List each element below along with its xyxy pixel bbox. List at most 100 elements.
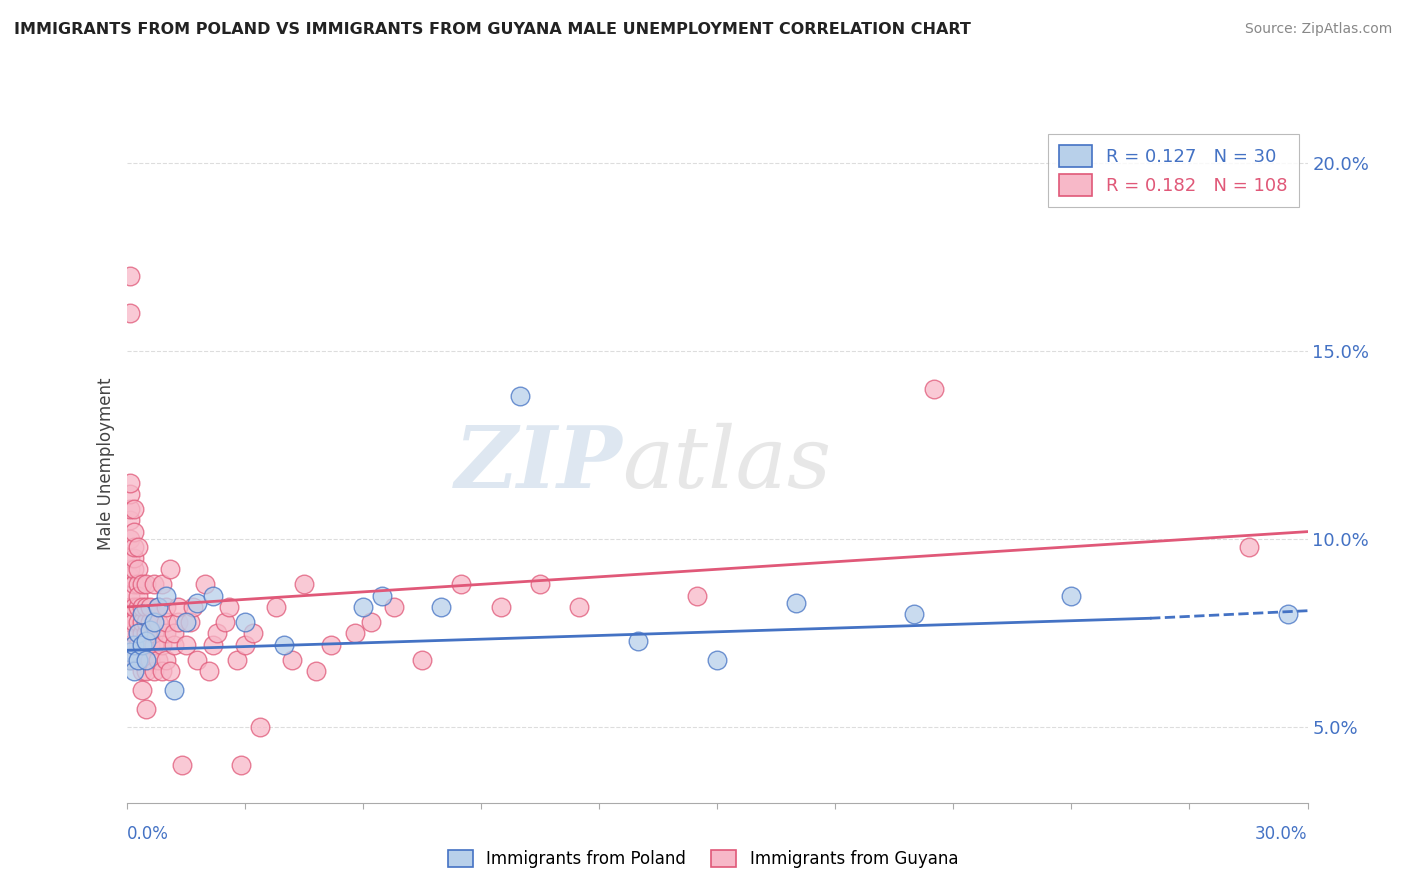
Point — [186, 653, 208, 667]
Point — [568, 599, 591, 614]
Text: ZIP: ZIP — [454, 422, 623, 506]
Point — [273, 638, 295, 652]
Point — [218, 599, 240, 614]
Point — [127, 626, 149, 640]
Point — [139, 615, 162, 629]
Point — [120, 653, 142, 667]
Point — [120, 562, 142, 576]
Point — [135, 664, 157, 678]
Point — [131, 626, 153, 640]
Point — [155, 599, 177, 614]
Point — [120, 570, 142, 584]
Point — [131, 653, 153, 667]
Point — [135, 633, 157, 648]
Point — [202, 589, 225, 603]
Point — [135, 577, 157, 591]
Point — [146, 599, 169, 614]
Point — [155, 626, 177, 640]
Point — [170, 758, 193, 772]
Point — [225, 653, 247, 667]
Point — [166, 599, 188, 614]
Legend: R = 0.127   N = 30, R = 0.182   N = 108: R = 0.127 N = 30, R = 0.182 N = 108 — [1049, 134, 1299, 207]
Point — [120, 502, 142, 516]
Point — [131, 638, 153, 652]
Point — [120, 532, 142, 546]
Point — [343, 626, 366, 640]
Point — [124, 664, 146, 678]
Point — [166, 615, 188, 629]
Point — [131, 615, 153, 629]
Point — [214, 615, 236, 629]
Point — [127, 599, 149, 614]
Point — [174, 615, 197, 629]
Point — [139, 638, 162, 652]
Point — [135, 653, 157, 667]
Text: 30.0%: 30.0% — [1256, 825, 1308, 843]
Point — [124, 502, 146, 516]
Point — [124, 540, 146, 554]
Point — [127, 615, 149, 629]
Point — [186, 596, 208, 610]
Point — [131, 577, 153, 591]
Point — [124, 626, 146, 640]
Point — [202, 638, 225, 652]
Point — [706, 653, 728, 667]
Point — [143, 615, 166, 629]
Point — [159, 664, 181, 678]
Point — [120, 475, 142, 490]
Point — [450, 577, 472, 591]
Point — [371, 589, 394, 603]
Point — [183, 599, 205, 614]
Point — [1060, 589, 1083, 603]
Point — [194, 577, 217, 591]
Point — [124, 577, 146, 591]
Point — [233, 638, 256, 652]
Legend: Immigrants from Poland, Immigrants from Guyana: Immigrants from Poland, Immigrants from … — [441, 843, 965, 875]
Point — [124, 551, 146, 566]
Point — [509, 389, 531, 403]
Point — [120, 487, 142, 501]
Point — [352, 599, 374, 614]
Point — [249, 721, 271, 735]
Point — [135, 626, 157, 640]
Point — [321, 638, 343, 652]
Point — [124, 638, 146, 652]
Point — [1277, 607, 1299, 622]
Point — [131, 664, 153, 678]
Point — [131, 599, 153, 614]
Point — [198, 664, 221, 678]
Point — [120, 551, 142, 566]
Point — [179, 615, 201, 629]
Point — [159, 562, 181, 576]
Point — [292, 577, 315, 591]
Point — [127, 653, 149, 667]
Point — [127, 540, 149, 554]
Point — [127, 577, 149, 591]
Text: 0.0%: 0.0% — [127, 825, 169, 843]
Point — [124, 653, 146, 667]
Point — [120, 306, 142, 320]
Point — [120, 589, 142, 603]
Point — [150, 664, 173, 678]
Point — [120, 599, 142, 614]
Point — [242, 626, 264, 640]
Point — [281, 653, 304, 667]
Point — [139, 626, 162, 640]
Text: IMMIGRANTS FROM POLAND VS IMMIGRANTS FROM GUYANA MALE UNEMPLOYMENT CORRELATION C: IMMIGRANTS FROM POLAND VS IMMIGRANTS FRO… — [14, 22, 972, 37]
Point — [120, 645, 142, 659]
Point — [411, 653, 433, 667]
Point — [150, 638, 173, 652]
Point — [127, 653, 149, 667]
Point — [627, 633, 650, 648]
Point — [1237, 540, 1260, 554]
Point — [529, 577, 551, 591]
Text: atlas: atlas — [623, 423, 832, 505]
Point — [135, 653, 157, 667]
Point — [233, 615, 256, 629]
Point — [304, 664, 326, 678]
Point — [155, 653, 177, 667]
Point — [131, 607, 153, 622]
Point — [124, 615, 146, 629]
Y-axis label: Male Unemployment: Male Unemployment — [97, 377, 115, 550]
Point — [135, 701, 157, 715]
